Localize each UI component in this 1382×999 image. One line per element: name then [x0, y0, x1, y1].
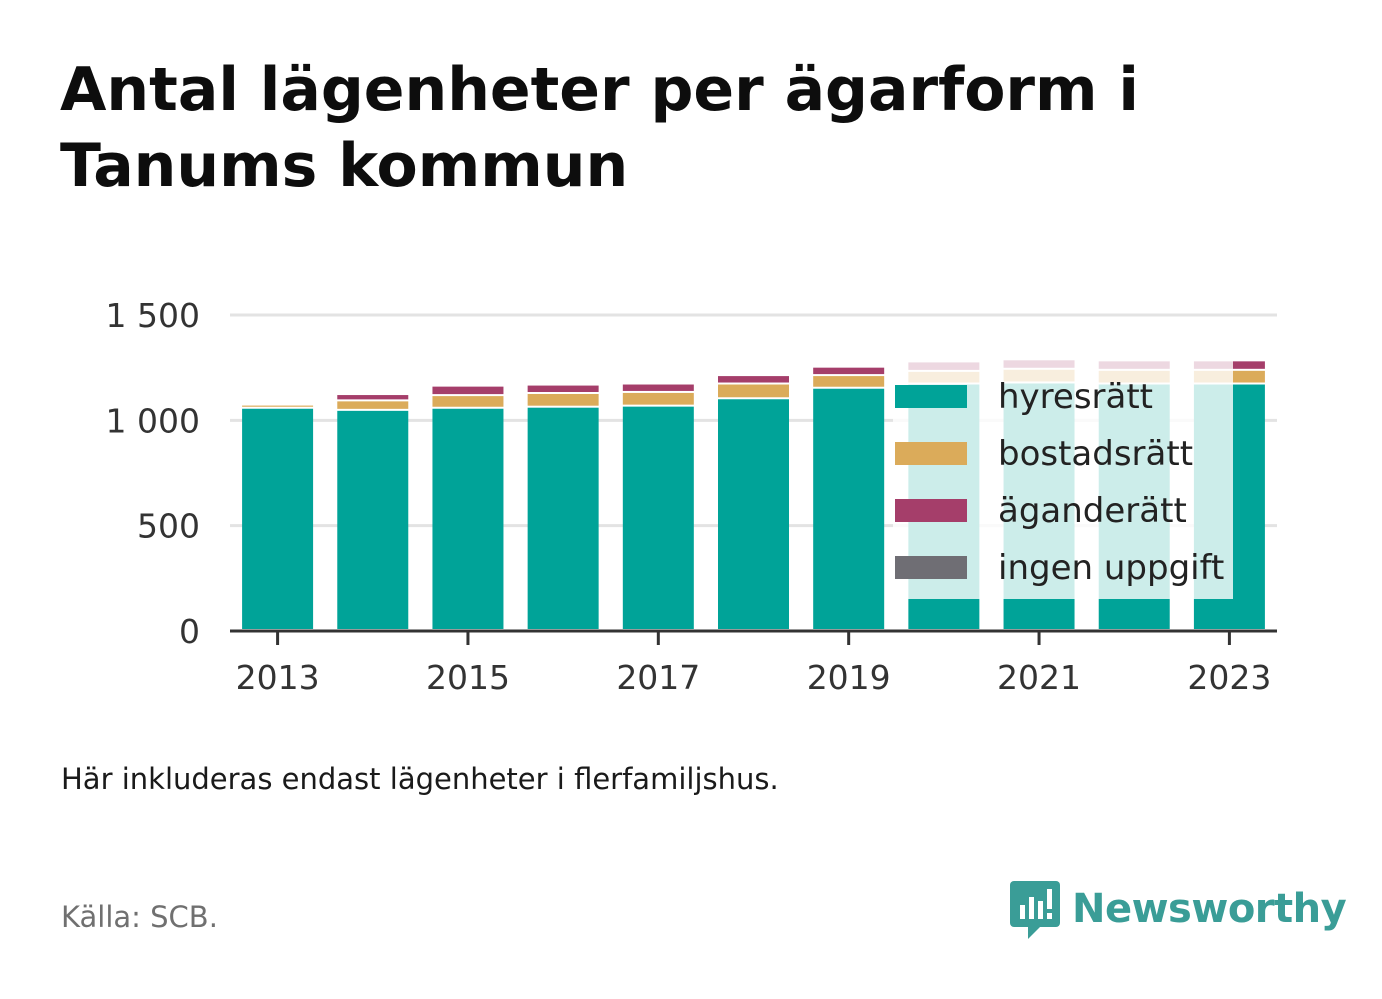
stacked-bar-chart: hyresrätt bostadsrätt äganderätt ingen uppg… — [106, 296, 1277, 697]
brand-logo[interactable]: Newsworthy — [1010, 878, 1347, 940]
bar-segment — [432, 408, 504, 629]
bar-segment — [813, 388, 885, 629]
legend-label: bostadsrätt — [998, 434, 1193, 474]
legend-swatch — [895, 385, 967, 408]
chart-title: Antal lägenheter per ägarform i Tanums k… — [60, 55, 1139, 201]
x-tick-label: 2019 — [807, 658, 891, 697]
chart-note: Här inkluderas endast lägenheter i flerf… — [61, 762, 779, 796]
bar-segment — [527, 385, 599, 392]
bar-segment — [718, 384, 789, 398]
bar-segment — [622, 384, 694, 391]
x-tick-label: 2013 — [236, 658, 320, 697]
y-tick-label: 1 500 — [106, 296, 200, 335]
bar-segment — [337, 410, 409, 629]
bar-segment — [813, 376, 885, 387]
bar-segment — [622, 406, 694, 629]
legend-swatch — [895, 556, 967, 579]
y-tick-label: 0 — [179, 612, 200, 651]
bar-segment — [337, 395, 409, 400]
y-tick-label: 500 — [137, 507, 200, 546]
newsworthy-logo-icon — [1010, 881, 1060, 939]
bar-segment — [718, 376, 789, 383]
bar-segment — [432, 396, 504, 407]
bar-segment — [337, 401, 409, 409]
source-text: Källa: SCB. — [61, 900, 218, 934]
x-tick-label: 2017 — [616, 658, 700, 697]
legend-swatch — [895, 499, 967, 522]
legend-swatch — [895, 442, 967, 465]
bar-segment — [622, 392, 694, 405]
y-tick-label: 1 000 — [106, 401, 200, 440]
legend-label: hyresrätt — [998, 377, 1153, 417]
x-tick-label: 2021 — [997, 658, 1081, 697]
bar-segment — [718, 399, 789, 629]
bar-segment — [242, 408, 314, 629]
x-tick-label: 2015 — [426, 658, 510, 697]
bar-segment — [527, 407, 599, 629]
legend-label: äganderätt — [998, 491, 1187, 531]
legend-label: ingen uppgift — [998, 548, 1224, 588]
bar-segment — [242, 405, 314, 407]
brand-name: Newsworthy — [1072, 886, 1347, 932]
bar-segment — [432, 386, 504, 395]
x-tick-label: 2023 — [1187, 658, 1271, 697]
bar-segment — [813, 367, 885, 375]
bar-segment — [527, 394, 599, 406]
